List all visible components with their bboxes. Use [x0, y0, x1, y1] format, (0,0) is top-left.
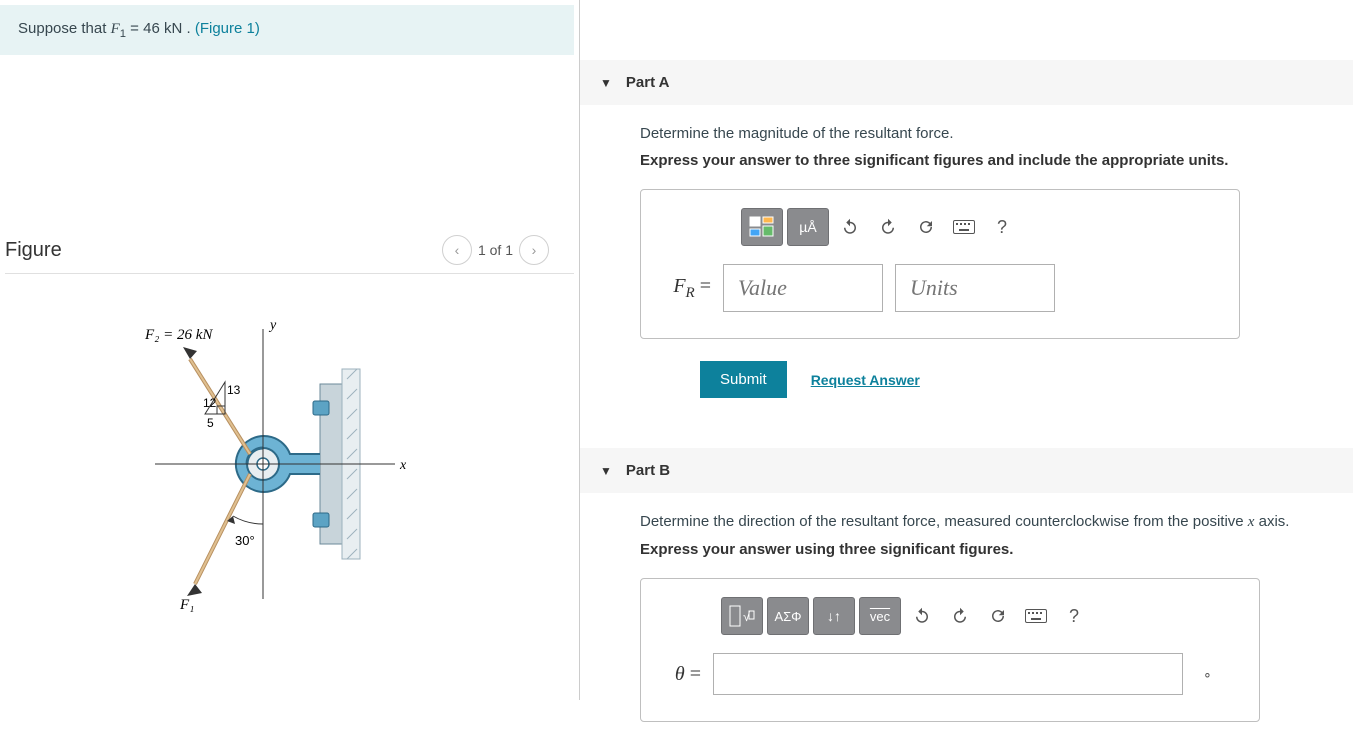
- pager-next-button[interactable]: ›: [519, 235, 549, 265]
- part-a-answer-box: µÅ ? FR =: [640, 189, 1240, 339]
- figure-section: Figure ‹ 1 of 1 ›: [0, 235, 579, 622]
- value-input[interactable]: [723, 264, 883, 312]
- request-answer-link[interactable]: Request Answer: [811, 372, 920, 388]
- redo-button[interactable]: [943, 597, 977, 635]
- part-b-header[interactable]: ▼ Part B: [580, 448, 1353, 493]
- x-axis-label: x: [399, 458, 407, 473]
- f2-label: F₂ = 26 kN: [144, 327, 213, 343]
- f1-label: F₁: [179, 597, 194, 613]
- part-b-title: Part B: [626, 462, 670, 479]
- right-panel: ▼ Part A Determine the magnitude of the …: [580, 0, 1353, 700]
- tri-opp: 5: [207, 416, 214, 430]
- problem-unit: kN: [164, 20, 182, 37]
- tri-hyp: 13: [227, 383, 241, 397]
- figure-title: Figure: [5, 239, 62, 262]
- keyboard-icon: [1025, 609, 1047, 623]
- reset-button[interactable]: [909, 208, 943, 246]
- figure-pager: ‹ 1 of 1 ›: [442, 235, 549, 265]
- units-input[interactable]: [895, 264, 1055, 312]
- help-button[interactable]: ?: [985, 208, 1019, 246]
- subscript-button[interactable]: ↓↑: [813, 597, 855, 635]
- pager-prev-button[interactable]: ‹: [442, 235, 472, 265]
- problem-eq: = 46: [126, 20, 164, 37]
- vector-button[interactable]: vec: [859, 597, 901, 635]
- figure-header: Figure ‹ 1 of 1 ›: [5, 235, 574, 274]
- y-axis-label: y: [268, 318, 277, 333]
- collapse-caret-icon: ▼: [600, 76, 612, 90]
- left-panel: Suppose that F1 = 46 kN . (Figure 1) Fig…: [0, 0, 580, 700]
- greek-button[interactable]: ΑΣΦ: [767, 597, 809, 635]
- part-b-body: Determine the direction of the resultant…: [580, 493, 1353, 732]
- theta-input[interactable]: [713, 653, 1183, 695]
- figure-diagram: x y 13 12 5 F₂ = 26: [5, 299, 574, 622]
- part-a-body: Determine the magnitude of the resultant…: [580, 105, 1353, 408]
- part-b-instruction: Express your answer using three signific…: [640, 541, 1333, 558]
- reset-button[interactable]: [981, 597, 1015, 635]
- collapse-caret-icon: ▼: [600, 464, 612, 478]
- part-a-instruction: Express your answer to three significant…: [640, 152, 1333, 169]
- help-button[interactable]: ?: [1057, 597, 1091, 635]
- submit-button[interactable]: Submit: [700, 361, 787, 398]
- problem-prefix: Suppose that: [18, 20, 111, 37]
- part-a-variable-label: FR =: [661, 275, 711, 302]
- keyboard-icon: [953, 220, 975, 234]
- problem-suffix: .: [182, 20, 195, 37]
- part-b-prompt: Determine the direction of the resultant…: [640, 513, 1333, 531]
- templates-button[interactable]: [741, 208, 783, 246]
- problem-statement: Suppose that F1 = 46 kN . (Figure 1): [0, 5, 574, 55]
- part-b-answer-row: θ = ∘: [661, 653, 1239, 695]
- part-a-header[interactable]: ▼ Part A: [580, 60, 1353, 105]
- part-a-toolbar: µÅ ?: [741, 208, 1219, 246]
- part-b-toolbar: √ ΑΣΦ ↓↑ vec ?: [721, 597, 1239, 635]
- keyboard-button[interactable]: [1019, 597, 1053, 635]
- pager-text: 1 of 1: [478, 242, 513, 258]
- angle-label: 30°: [235, 533, 255, 548]
- part-b-variable-label: θ =: [661, 663, 701, 686]
- units-symbols-button[interactable]: µÅ: [787, 208, 829, 246]
- undo-button[interactable]: [905, 597, 939, 635]
- problem-var: F: [111, 21, 120, 37]
- part-a-actions: Submit Request Answer: [640, 361, 1333, 398]
- part-a-title: Part A: [626, 74, 670, 91]
- keyboard-button[interactable]: [947, 208, 981, 246]
- part-a-prompt: Determine the magnitude of the resultant…: [640, 125, 1333, 142]
- tri-adj: 12: [203, 396, 217, 410]
- part-a-answer-row: FR =: [661, 264, 1219, 312]
- figure-link[interactable]: (Figure 1): [195, 20, 260, 37]
- degree-unit: ∘: [1203, 666, 1212, 683]
- templates-button[interactable]: √: [721, 597, 763, 635]
- undo-button[interactable]: [833, 208, 867, 246]
- part-b-answer-box: √ ΑΣΦ ↓↑ vec ? θ = ∘: [640, 578, 1260, 722]
- redo-button[interactable]: [871, 208, 905, 246]
